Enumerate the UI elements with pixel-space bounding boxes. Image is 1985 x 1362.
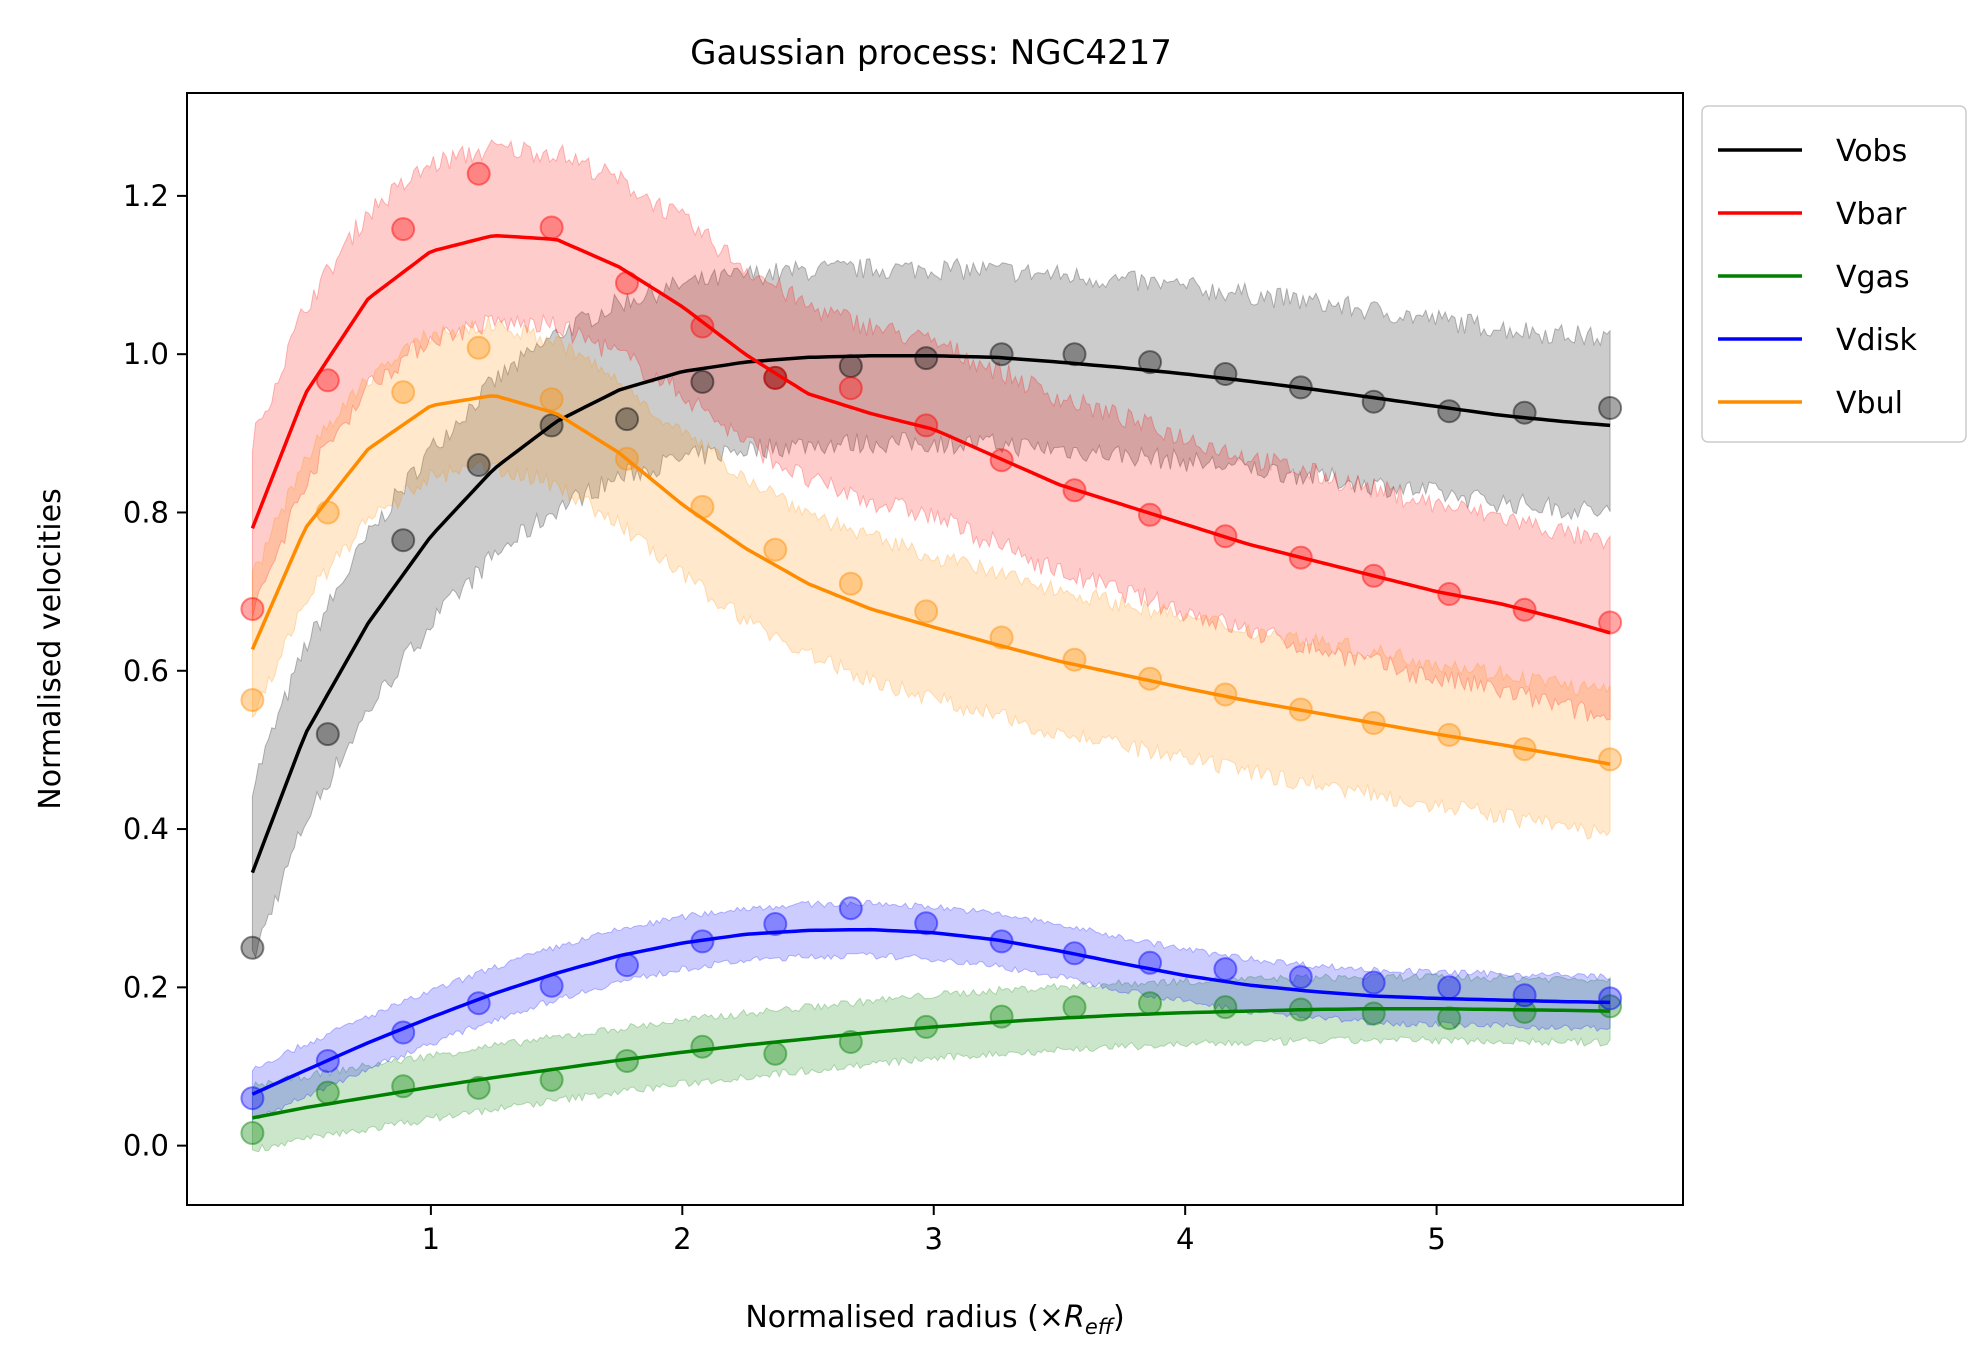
point-vdisk [1361,970,1386,995]
point-vbar [838,376,863,401]
legend-label-vbar: Vbar [1836,197,1907,232]
x-tick-label: 2 [673,1222,691,1256]
line-vobs [250,354,1611,874]
point-vdisk [1213,957,1238,982]
point-vbul [1598,747,1623,772]
y-tick-label: 0.2 [123,970,169,1004]
band-vbul [251,316,1611,840]
point-vbar [763,365,788,390]
point-vgas [1213,995,1238,1020]
point-vobs [1512,400,1537,425]
point-vobs [1598,396,1623,420]
legend-label-vdisk: Vdisk [1836,323,1918,358]
point-vobs [763,365,788,390]
point-vdisk [914,911,939,936]
point-vbul [763,537,788,562]
line-vgas [252,1006,1611,1120]
y-tick-label: 0.0 [123,1129,169,1163]
point-vgas [1138,991,1162,1016]
x-axis-label-close: ) [1113,1300,1125,1335]
point-vgas [240,1121,265,1145]
x-tick-label: 3 [925,1222,943,1256]
y-tick-label: 1.0 [123,337,169,371]
point-vbul [240,688,265,712]
point-vobs [838,354,863,379]
y-axis-ticks: 0.0 0.2 0.4 0.6 0.8 1.0 1.2 [123,179,187,1163]
legend-label-vbul: Vbul [1836,386,1903,421]
point-vbar [466,161,491,186]
point-vobs [315,722,340,747]
point-vbul [838,571,863,596]
line-vbar [250,233,1611,635]
point-vobs [1138,350,1162,375]
y-axis-label: Normalised velocities [33,488,68,809]
point-vdisk [1512,983,1537,1008]
point-vbul [914,599,939,624]
x-tick-label: 1 [422,1222,440,1256]
confidence-bands [251,139,1611,1153]
x-axis-ticks: 1 2 3 4 5 [422,1205,1446,1256]
line-vdisk [251,927,1611,1096]
line-vbul [250,394,1611,766]
point-vobs [690,369,715,394]
band-vgas [251,972,1611,1153]
point-vdisk [763,912,788,936]
point-vbar [391,217,416,242]
chart-title: Gaussian process: NGC4217 [690,33,1172,73]
point-vgas [1361,1001,1386,1026]
y-tick-label: 0.4 [123,812,169,846]
point-vbul [539,387,564,412]
point-vobs [1361,389,1386,414]
x-axis-label-subscript: eff [1085,1315,1116,1339]
point-vgas [763,1041,788,1066]
legend-label-vgas: Vgas [1836,260,1910,295]
point-vobs [989,342,1014,367]
point-vdisk [1437,975,1462,1000]
point-vbul [315,500,340,525]
x-axis-label-text: Normalised radius (× [745,1300,1064,1335]
band-vdisk [251,899,1611,1122]
point-vdisk [1288,965,1313,990]
band-vbar [251,139,1611,722]
legend-label-vobs: Vobs [1836,134,1907,169]
plot-frame [186,92,1684,1206]
legend: Vobs Vbar Vgas Vdisk Vbul [1701,105,1967,443]
point-vgas [989,1004,1014,1029]
point-vbar [1598,610,1623,635]
point-vdisk [1598,986,1623,1011]
y-tick-label: 1.2 [123,179,169,213]
point-vbar [315,368,340,393]
point-vdisk [838,896,863,921]
point-vbar [539,215,564,240]
x-axis-label-math: R [1064,1300,1085,1335]
mean-lines [250,233,1611,1120]
point-vobs [1437,399,1462,424]
x-tick-label: 4 [1176,1222,1194,1256]
point-vobs [914,346,939,371]
point-vobs [615,407,639,432]
point-vobs [240,935,265,960]
y-tick-label: 0.6 [123,654,169,688]
point-vgas [1062,995,1087,1020]
point-vobs [1213,362,1238,386]
point-vgas [690,1034,715,1059]
point-vbar [690,314,715,339]
x-tick-label: 5 [1427,1222,1445,1256]
x-axis-label: Normalised radius (×Reff) [745,1300,1124,1339]
point-vgas [315,1080,340,1105]
y-tick-label: 0.8 [123,495,169,529]
band-vobs [251,257,1611,960]
legend-box [1701,105,1967,443]
point-vbar [240,597,265,621]
point-vobs [466,453,491,477]
point-vobs [391,528,416,553]
point-vbul [466,335,491,360]
point-vbul [391,380,416,405]
